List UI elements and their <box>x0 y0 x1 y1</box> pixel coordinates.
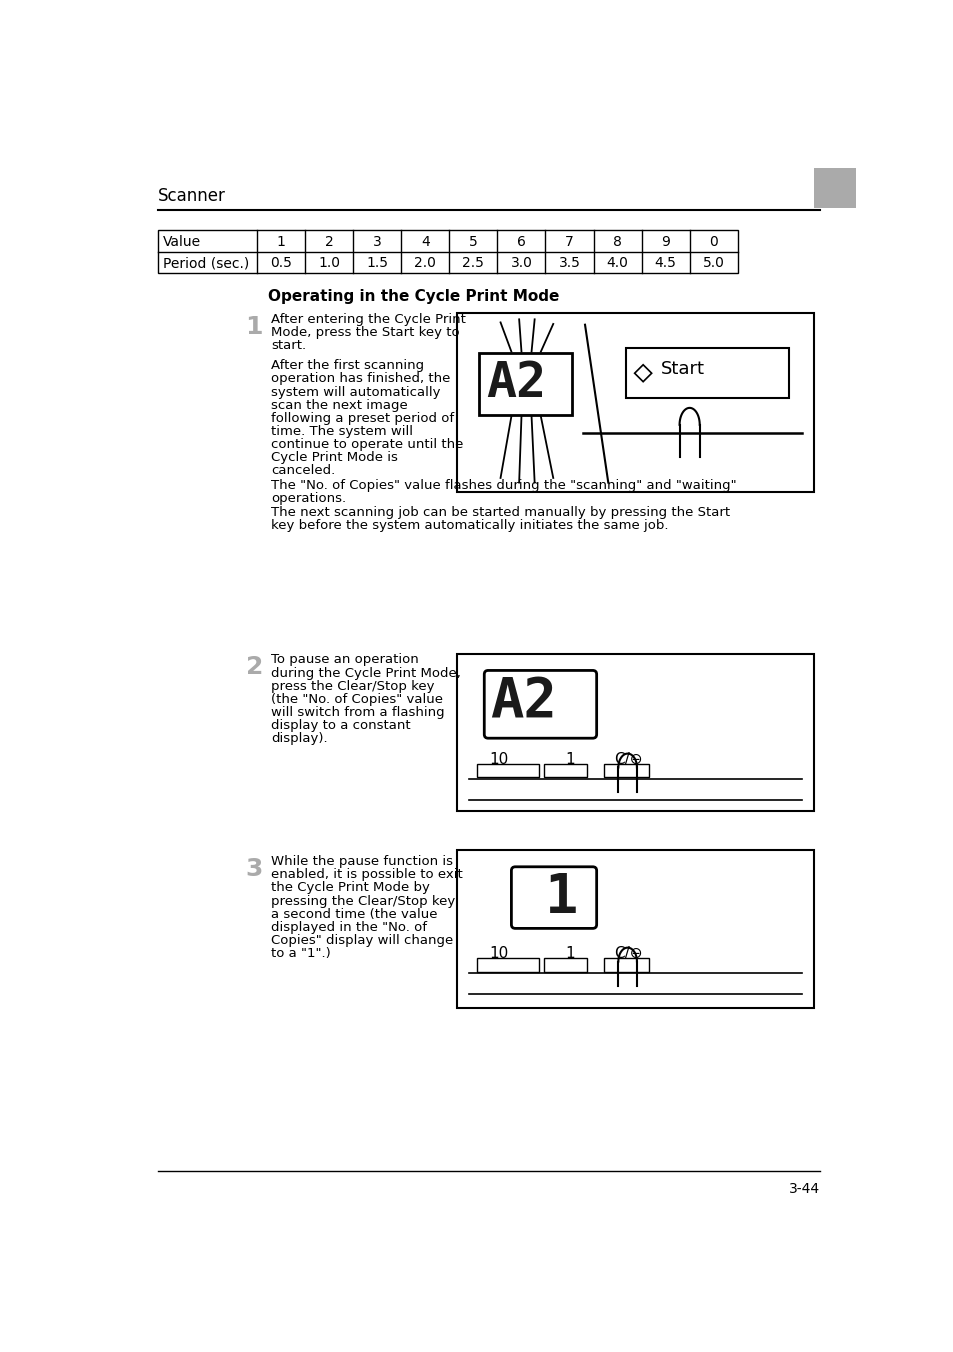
Bar <box>625 347 788 397</box>
Text: 1: 1 <box>544 872 578 925</box>
Text: 3.0: 3.0 <box>510 256 532 270</box>
Text: 3: 3 <box>823 173 844 201</box>
Text: 7: 7 <box>564 235 574 249</box>
Text: Mode, press the Start key to: Mode, press the Start key to <box>271 326 459 339</box>
Text: display).: display). <box>271 731 328 745</box>
Text: 5.0: 5.0 <box>702 256 724 270</box>
Text: 10: 10 <box>489 946 508 961</box>
Text: to a "1".): to a "1".) <box>271 946 331 960</box>
Text: the Cycle Print Mode by: the Cycle Print Mode by <box>271 882 430 895</box>
Text: 5: 5 <box>469 235 477 249</box>
Text: scan the next image: scan the next image <box>271 399 408 411</box>
Text: 9: 9 <box>660 235 669 249</box>
Bar <box>456 653 813 811</box>
Text: a second time (the value: a second time (the value <box>271 907 437 921</box>
Text: during the Cycle Print Mode,: during the Cycle Print Mode, <box>271 667 460 680</box>
Text: time. The system will: time. The system will <box>271 425 413 438</box>
Text: 10: 10 <box>489 752 508 767</box>
Bar <box>543 764 586 777</box>
Text: While the pause function is: While the pause function is <box>271 856 453 868</box>
Text: operation has finished, the: operation has finished, the <box>271 372 450 385</box>
Text: 1: 1 <box>565 946 575 961</box>
Text: press the Clear/Stop key: press the Clear/Stop key <box>271 680 435 692</box>
Text: enabled, it is possible to exit: enabled, it is possible to exit <box>271 868 462 882</box>
Text: 1.0: 1.0 <box>318 256 340 270</box>
Bar <box>543 957 586 972</box>
Bar <box>456 850 813 1007</box>
Text: 6: 6 <box>517 235 525 249</box>
Text: (the "No. of Copies" value: (the "No. of Copies" value <box>271 692 443 706</box>
Text: Scanner: Scanner <box>158 187 226 206</box>
Text: Operating in the Cycle Print Mode: Operating in the Cycle Print Mode <box>268 289 558 304</box>
Bar <box>813 169 856 208</box>
Text: 1: 1 <box>276 235 285 249</box>
Text: following a preset period of: following a preset period of <box>271 412 454 425</box>
Bar <box>604 957 649 972</box>
Bar <box>158 230 737 273</box>
Bar <box>604 764 649 777</box>
Text: display to a constant: display to a constant <box>271 719 411 731</box>
Text: Value: Value <box>162 235 200 249</box>
Text: To pause an operation: To pause an operation <box>271 653 418 667</box>
Text: Period (sec.): Period (sec.) <box>162 256 249 270</box>
Text: canceled.: canceled. <box>271 464 335 477</box>
Text: 1: 1 <box>245 315 263 339</box>
Text: pressing the Clear/Stop key: pressing the Clear/Stop key <box>271 895 455 907</box>
Text: C/⊖: C/⊖ <box>613 946 641 961</box>
Bar <box>476 957 537 972</box>
Text: 1: 1 <box>565 752 575 767</box>
Bar <box>456 314 813 492</box>
Bar <box>476 764 537 777</box>
Text: operations.: operations. <box>271 492 346 504</box>
Text: The next scanning job can be started manually by pressing the Start: The next scanning job can be started man… <box>271 506 729 519</box>
Text: 3-44: 3-44 <box>788 1183 819 1197</box>
Text: A2: A2 <box>486 360 546 407</box>
Text: 4.5: 4.5 <box>654 256 676 270</box>
Text: 2: 2 <box>325 235 334 249</box>
Text: After the first scanning: After the first scanning <box>271 360 424 372</box>
Text: 1.5: 1.5 <box>366 256 388 270</box>
Text: 3: 3 <box>245 857 263 880</box>
Text: A2: A2 <box>490 675 557 729</box>
Text: 0.5: 0.5 <box>270 256 292 270</box>
Text: start.: start. <box>271 339 306 353</box>
Text: 0: 0 <box>709 235 718 249</box>
Bar <box>478 353 571 415</box>
Text: After entering the Cycle Print: After entering the Cycle Print <box>271 314 465 326</box>
Text: 4.0: 4.0 <box>606 256 628 270</box>
Text: 2.0: 2.0 <box>414 256 436 270</box>
Text: The "No. of Copies" value flashes during the "scanning" and "waiting": The "No. of Copies" value flashes during… <box>271 479 736 492</box>
Text: system will automatically: system will automatically <box>271 385 440 399</box>
Text: 3: 3 <box>373 235 381 249</box>
Text: continue to operate until the: continue to operate until the <box>271 438 463 452</box>
Text: 4: 4 <box>420 235 429 249</box>
Text: 2: 2 <box>245 654 263 679</box>
Text: Start: Start <box>660 360 704 379</box>
Text: displayed in the "No. of: displayed in the "No. of <box>271 921 427 934</box>
Text: will switch from a flashing: will switch from a flashing <box>271 706 444 719</box>
Text: key before the system automatically initiates the same job.: key before the system automatically init… <box>271 519 668 531</box>
Text: Copies" display will change: Copies" display will change <box>271 934 453 946</box>
Text: Cycle Print Mode is: Cycle Print Mode is <box>271 452 397 464</box>
Text: 3.5: 3.5 <box>558 256 579 270</box>
Text: 8: 8 <box>613 235 621 249</box>
Text: 2.5: 2.5 <box>462 256 484 270</box>
Text: C/⊖: C/⊖ <box>613 752 641 767</box>
